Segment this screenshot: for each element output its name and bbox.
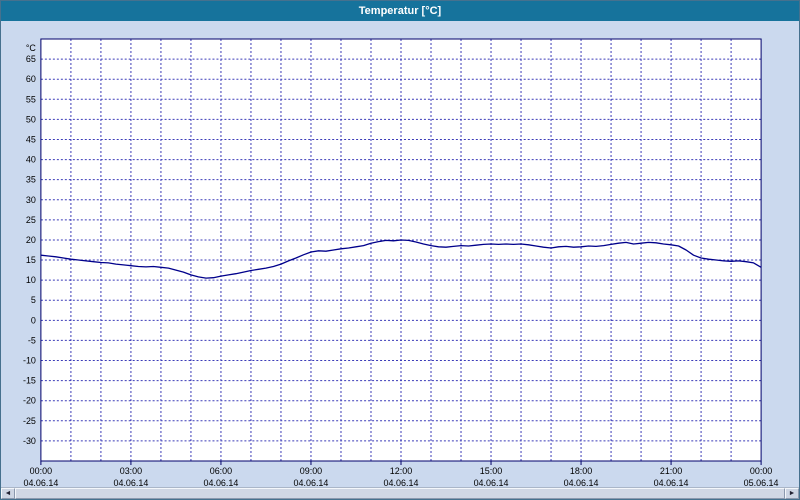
svg-text:-25: -25 <box>23 416 36 426</box>
svg-text:04.06.14: 04.06.14 <box>384 478 419 487</box>
svg-text:03:00: 03:00 <box>120 466 142 476</box>
svg-text:12:00: 12:00 <box>390 466 412 476</box>
svg-text:09:00: 09:00 <box>300 466 322 476</box>
svg-text:10: 10 <box>26 275 36 285</box>
svg-text:0: 0 <box>31 315 36 325</box>
svg-text:-10: -10 <box>23 356 36 366</box>
svg-text:35: 35 <box>26 175 36 185</box>
svg-text:04.06.14: 04.06.14 <box>23 478 58 487</box>
svg-text:00:00: 00:00 <box>750 466 772 476</box>
scroll-right-icon: ► <box>788 490 796 497</box>
temperature-chart: -30 -25 -20 -15 -10 -5 0 5 10 15 20 25 30 35 40 45 50 55 6… <box>1 21 799 487</box>
svg-text:04.06.14: 04.06.14 <box>113 478 148 487</box>
svg-text:-5: -5 <box>28 335 36 345</box>
svg-text:04.06.14: 04.06.14 <box>204 478 239 487</box>
svg-text:04.06.14: 04.06.14 <box>474 478 509 487</box>
window-titlebar: Temperatur [°C] <box>1 1 799 21</box>
svg-text:04.06.14: 04.06.14 <box>294 478 329 487</box>
svg-text:30: 30 <box>26 195 36 205</box>
svg-text:°C: °C <box>26 43 37 53</box>
window-title: Temperatur [°C] <box>358 5 442 17</box>
svg-text:65: 65 <box>26 54 36 64</box>
svg-text:06:00: 06:00 <box>210 466 232 476</box>
scroll-left-icon: ◄ <box>4 490 12 497</box>
svg-text:-20: -20 <box>23 396 36 406</box>
svg-text:60: 60 <box>26 74 36 84</box>
svg-text:-30: -30 <box>23 436 36 446</box>
svg-text:05.06.14: 05.06.14 <box>744 478 779 487</box>
svg-text:55: 55 <box>26 94 36 104</box>
svg-text:15: 15 <box>26 255 36 265</box>
svg-text:00:00: 00:00 <box>30 466 52 476</box>
svg-text:18:00: 18:00 <box>570 466 592 476</box>
svg-text:20: 20 <box>26 235 36 245</box>
scroll-right-button[interactable]: ► <box>785 488 799 499</box>
svg-text:5: 5 <box>31 295 36 305</box>
svg-text:40: 40 <box>26 155 36 165</box>
svg-text:25: 25 <box>26 215 36 225</box>
svg-text:21:00: 21:00 <box>660 466 682 476</box>
svg-text:04.06.14: 04.06.14 <box>564 478 599 487</box>
scroll-left-button[interactable]: ◄ <box>1 488 15 499</box>
svg-text:50: 50 <box>26 114 36 124</box>
svg-text:-15: -15 <box>23 376 36 386</box>
svg-text:45: 45 <box>26 134 36 144</box>
scrollbar-thumb[interactable] <box>15 488 785 499</box>
svg-text:15:00: 15:00 <box>480 466 502 476</box>
horizontal-scrollbar[interactable]: ◄ ► <box>1 487 799 499</box>
temperature-chart-svg: -30 -25 -20 -15 -10 -5 0 5 10 15 20 25 30 35 40 45 50 55 6… <box>23 38 779 487</box>
svg-text:04.06.14: 04.06.14 <box>654 478 689 487</box>
